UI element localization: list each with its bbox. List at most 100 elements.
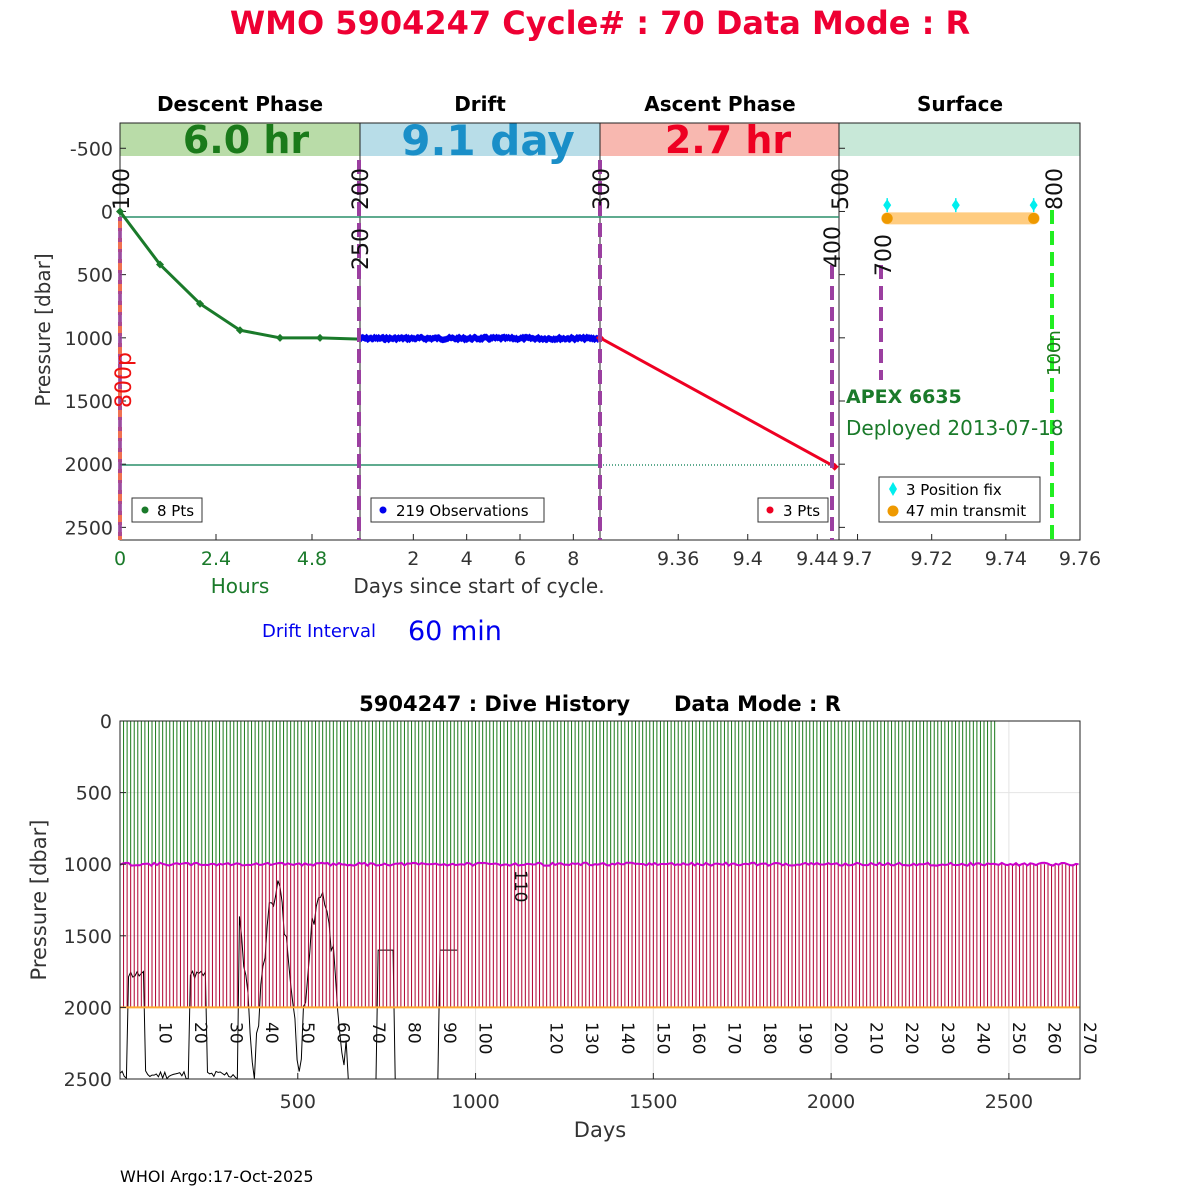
transmit-end-dot — [1028, 212, 1040, 224]
phase-band-surface — [839, 123, 1080, 156]
history-x-ticks: 500 1000 1500 2000 2500 — [280, 1073, 1033, 1113]
ascent-axes — [599, 122, 840, 541]
history-x-tick-label: 2500 — [985, 1091, 1033, 1113]
marker-label-100: 100 — [110, 168, 135, 210]
phase-header-surface: Surface — [917, 92, 1003, 116]
surface-axes — [838, 122, 1081, 541]
history-cycle-label: 130 — [581, 1022, 601, 1054]
drift-interval-label: Drift Interval — [262, 621, 376, 642]
descent-legend: 8 Pts — [131, 497, 203, 523]
surface-x-ticks: 9.7 9.72 9.74 9.76 — [842, 534, 1101, 570]
x-tick-label: 9.44 — [796, 548, 838, 570]
ascent-legend-marker — [766, 506, 774, 514]
phase-duration-descent: 6.0 hr — [183, 118, 310, 162]
position-fix-point — [1029, 199, 1038, 212]
history-y-tick-label: 2000 — [64, 997, 112, 1019]
x-tick-label: 9.74 — [985, 548, 1027, 570]
descent-point — [276, 333, 284, 342]
transmit-start-dot — [881, 212, 893, 224]
marker-label-500: 500 — [829, 168, 854, 210]
surface-legend: 3 Position fix 47 min transmit — [878, 476, 1041, 523]
history-cycle-label: 70 — [368, 1022, 388, 1044]
descent-line — [118, 210, 361, 341]
history-cycle-label: 90 — [439, 1022, 459, 1044]
history-cycle-label: 190 — [795, 1022, 815, 1054]
history-y-tick-label: 1500 — [64, 926, 112, 948]
phase-header-drift: Drift — [454, 92, 506, 116]
history-title: 5904247 : Dive History Data Mode : R — [359, 692, 841, 716]
x-tick-label: 6 — [514, 548, 526, 570]
x-tick-label: 2 — [407, 548, 419, 570]
history-cycle-label: 150 — [652, 1022, 672, 1054]
history-cycle-label: 60 — [332, 1022, 352, 1044]
phase-duration-ascent: 2.7 hr — [665, 118, 792, 162]
drift-interval-value: 60 min — [408, 616, 502, 647]
history-cycle-label: 270 — [1079, 1022, 1099, 1054]
cycle-y-axis-label: Pressure [dbar] — [31, 253, 55, 406]
drift-legend-marker — [379, 506, 387, 514]
history-cycle-label: 170 — [723, 1022, 743, 1054]
x-tick-label: 0 — [114, 548, 126, 570]
history-axes — [119, 720, 1081, 1080]
cycle-y-tick-label: 1500 — [65, 391, 113, 413]
cycle-x-axis-label: Days since start of cycle. — [353, 574, 604, 598]
phase-band-drift — [360, 123, 600, 156]
descent-point — [156, 260, 164, 269]
history-y-tick-label: 500 — [76, 783, 112, 805]
drift-legend: 219 Observations — [370, 497, 545, 523]
phase-header-descent: Descent Phase — [157, 92, 323, 116]
phase-band-ascent — [600, 123, 839, 156]
history-cycle-label: 210 — [866, 1022, 886, 1054]
transmit-legend-text: 47 min transmit — [906, 502, 1026, 520]
drift-axes — [359, 122, 601, 541]
marker-label-300: 300 — [590, 168, 615, 210]
history-x-tick-label: 1000 — [451, 1091, 499, 1113]
history-cycle-label: 240 — [972, 1022, 992, 1054]
cycle-y-tick-label: 2000 — [65, 454, 113, 476]
history-cycle-label: 20 — [190, 1022, 210, 1044]
marker-label-400: 400 — [821, 226, 846, 268]
history-series — [119, 721, 1081, 1081]
history-cycle-label: 160 — [688, 1022, 708, 1054]
phase-header-ascent: Ascent Phase — [644, 92, 795, 116]
x-tick-label: 9.36 — [657, 548, 699, 570]
x-tick-label: 9.7 — [842, 548, 872, 570]
cycle-y-tick-label: -500 — [70, 138, 113, 160]
history-cycle-label: 40 — [261, 1022, 281, 1044]
drift-x-ticks: 2 4 6 8 — [407, 534, 579, 570]
cycle-chart: Descent Phase Drift Ascent Phase Surface… — [31, 92, 1101, 647]
x-tick-label: 8 — [567, 548, 579, 570]
surface-series — [881, 198, 1040, 225]
marker-label-200: 200 — [349, 168, 374, 210]
ascent-x-ticks: 9.36 9.4 9.44 — [657, 534, 838, 570]
descent-point — [116, 207, 124, 216]
ascent-line — [599, 336, 836, 469]
history-cycle-labels: 10 20 30 40 50 60 70 80 90 100 110 120 130 140 150 160 1… — [155, 870, 1099, 1054]
history-cycle-label: 140 — [617, 1022, 637, 1054]
history-cycle-label: 220 — [901, 1022, 921, 1054]
descent-legend-marker — [141, 506, 149, 514]
history-x-tick-label: 1500 — [629, 1091, 677, 1113]
history-chart: 5904247 : Dive History Data Mode : R 10 2… — [27, 692, 1099, 1142]
history-y-tick-label: 0 — [100, 711, 112, 733]
history-cycle-label: 260 — [1043, 1022, 1063, 1054]
position-fix-point — [883, 199, 892, 212]
history-cycle-label: 120 — [546, 1022, 566, 1054]
cycle-y-tick-label: 1000 — [65, 328, 113, 350]
position-fix-point — [951, 199, 960, 212]
history-cycle-label: 100 — [475, 1022, 495, 1054]
marker-label-250: 250 — [349, 228, 374, 270]
x-tick-label: 2.4 — [201, 548, 231, 570]
ascent-series — [596, 333, 839, 471]
history-cycle-label: 50 — [297, 1022, 317, 1044]
history-cycle-label: 80 — [403, 1022, 423, 1044]
descent-point — [316, 333, 324, 342]
history-x-tick-label: 500 — [280, 1091, 316, 1113]
history-y-axis-label: Pressure [dbar] — [27, 820, 51, 981]
history-y-tick-label: 2500 — [64, 1069, 112, 1091]
position-fix-legend-text: 3 Position fix — [906, 481, 1002, 499]
x-tick-label: 9.4 — [733, 548, 763, 570]
side-label-left: 800p — [112, 352, 137, 408]
descent-series — [116, 207, 364, 344]
